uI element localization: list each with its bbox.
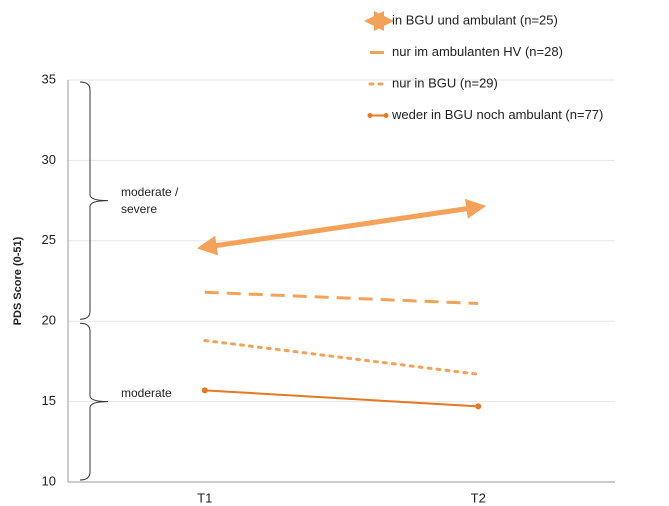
annotation: moderate / severe (121, 184, 179, 216)
series-line (196, 198, 487, 256)
y-tick-label: 30 (42, 152, 56, 167)
legend-dot (367, 113, 373, 118)
y-tick-label: 25 (42, 232, 56, 247)
x-tick-label: T1 (197, 490, 212, 505)
point (475, 403, 482, 410)
series-line (204, 389, 479, 408)
legend-dot (383, 113, 389, 118)
series-line (203, 338, 480, 376)
series-line (204, 290, 479, 306)
brace (79, 81, 109, 320)
y-tick-label: 20 (42, 313, 56, 328)
legend-label: in BGU und ambulant (n=25) (392, 12, 558, 27)
legend-label: weder in BGU noch ambulant (n=77) (391, 107, 603, 122)
x-tick-label: T2 (471, 490, 486, 505)
y-tick-label: 10 (42, 473, 56, 488)
legend-label: nur in BGU (n=29) (392, 75, 498, 90)
y-tick-label: 15 (42, 393, 56, 408)
legend-label: nur im ambulanten HV (n=28) (392, 44, 563, 59)
point (201, 387, 208, 394)
y-axis-label: PDS Score (0-51) (12, 236, 24, 325)
brace (79, 322, 109, 481)
y-tick-label: 35 (42, 71, 56, 86)
annotation: moderate (121, 386, 172, 401)
